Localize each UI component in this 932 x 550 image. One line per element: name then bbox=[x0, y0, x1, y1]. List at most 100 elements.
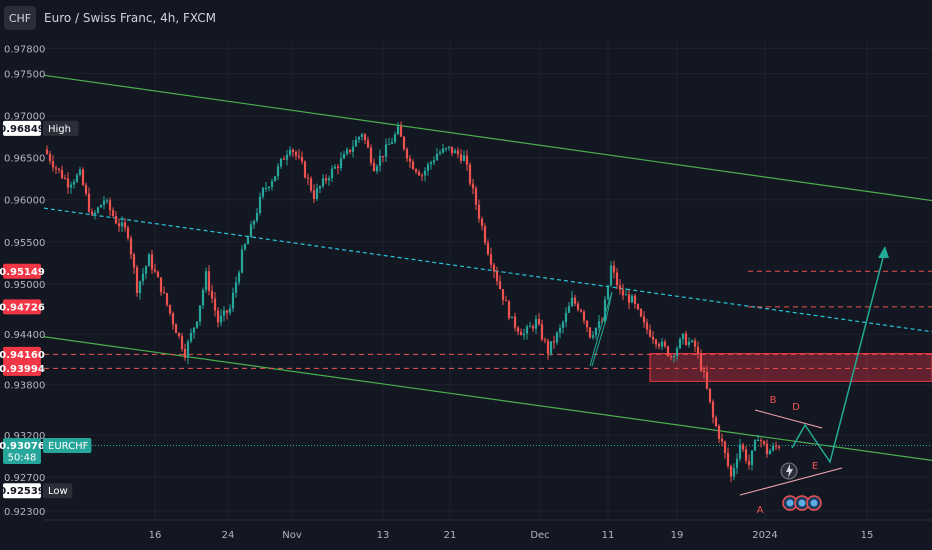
candle-body bbox=[423, 170, 427, 176]
candle-body bbox=[564, 312, 568, 323]
candle-body bbox=[426, 164, 430, 171]
candle-body bbox=[669, 355, 673, 357]
candle-body bbox=[117, 223, 121, 227]
candle-body bbox=[147, 254, 151, 267]
candle-body bbox=[558, 327, 562, 333]
price-marker-low: 0.92539 Low bbox=[0, 483, 73, 499]
price-marker-box bbox=[3, 483, 41, 499]
y-tick-label: 0.92700 bbox=[4, 473, 45, 484]
candle-body bbox=[546, 340, 550, 354]
candle-body bbox=[87, 193, 91, 212]
candle-body bbox=[501, 289, 505, 301]
candle-body bbox=[99, 204, 103, 208]
upper-trendline bbox=[43, 74, 932, 202]
candle-body bbox=[657, 344, 661, 347]
candle-body bbox=[219, 315, 223, 323]
candle-body bbox=[192, 327, 196, 333]
mid-channel-line bbox=[43, 207, 932, 333]
candle-body bbox=[348, 149, 352, 152]
candle-body bbox=[663, 341, 667, 347]
candle-body bbox=[603, 299, 607, 322]
price-marker-red: 0.94726 bbox=[0, 299, 45, 315]
candle-body bbox=[84, 184, 88, 194]
candle-body bbox=[351, 146, 355, 152]
candle-body bbox=[381, 155, 385, 157]
candle-body bbox=[273, 176, 277, 182]
candle-body bbox=[177, 333, 181, 336]
candle-body bbox=[288, 149, 292, 155]
candle-body bbox=[759, 440, 763, 442]
candle-body bbox=[768, 450, 772, 455]
price-marker-value: 0.96849 bbox=[0, 124, 45, 135]
candle-body bbox=[612, 265, 616, 273]
candle-body bbox=[270, 181, 274, 188]
chart-title: Euro / Swiss Franc, 4h, FXCM bbox=[44, 11, 216, 25]
candle-body bbox=[585, 320, 589, 328]
candles bbox=[45, 121, 781, 483]
candle-body bbox=[753, 440, 757, 451]
candle-body bbox=[387, 143, 391, 145]
candle-body bbox=[495, 271, 499, 282]
triangle-lower-line bbox=[739, 467, 843, 496]
symbol-badge[interactable]: CHF bbox=[4, 6, 36, 30]
lower-trendline bbox=[43, 336, 932, 461]
candle-body bbox=[297, 155, 301, 157]
candle-body bbox=[624, 294, 628, 296]
candle-body bbox=[399, 126, 403, 137]
candle-body bbox=[453, 150, 457, 154]
candle-body bbox=[600, 321, 604, 323]
candle-body bbox=[405, 148, 409, 159]
candle-body bbox=[543, 339, 547, 341]
candle-body bbox=[153, 269, 157, 272]
candle-body bbox=[264, 187, 268, 189]
y-tick-label: 0.92300 bbox=[4, 507, 45, 518]
candle-body bbox=[591, 335, 595, 338]
candle-body bbox=[258, 196, 262, 213]
candle-body bbox=[366, 140, 370, 148]
candle-body bbox=[309, 178, 313, 191]
candle-body bbox=[306, 177, 310, 179]
candle-body bbox=[477, 204, 481, 219]
event-flag-center bbox=[798, 499, 806, 507]
candle-body bbox=[621, 289, 625, 296]
candle-body bbox=[45, 149, 49, 155]
x-tick-label: Dec bbox=[530, 530, 549, 541]
candle-body bbox=[639, 309, 643, 317]
candle-body bbox=[141, 273, 145, 282]
time-axis[interactable]: 16 24 Nov 13 21 Dec 11 19 2024 15 bbox=[0, 519, 932, 550]
candle-body bbox=[594, 327, 598, 336]
price-marker-value: 0.93076 bbox=[0, 441, 45, 452]
candle-body bbox=[597, 321, 601, 328]
candle-body bbox=[765, 443, 769, 455]
price-marker-red: 0.95149 bbox=[0, 263, 45, 279]
candle-body bbox=[540, 324, 544, 340]
price-marker-box bbox=[3, 299, 41, 315]
candle-body bbox=[531, 326, 535, 329]
candle-body bbox=[570, 297, 574, 307]
candle-body bbox=[750, 450, 754, 465]
candle-body bbox=[372, 162, 376, 172]
candle-body bbox=[726, 452, 730, 466]
price-marker-label-box bbox=[43, 120, 79, 136]
candle-body bbox=[159, 277, 163, 293]
candle-body bbox=[333, 166, 337, 169]
candle-body bbox=[678, 338, 682, 349]
candle-body bbox=[744, 449, 748, 461]
candle-body bbox=[48, 154, 52, 162]
candle-body bbox=[702, 370, 706, 372]
candle-body bbox=[204, 271, 208, 291]
candle-body bbox=[666, 346, 670, 356]
price-markers: 0.96849 High 0.95149 0.94726 0.94160 0.93994 0… bbox=[0, 120, 92, 499]
candle-body bbox=[762, 441, 766, 444]
candle-body bbox=[138, 281, 142, 293]
candle-body bbox=[582, 311, 586, 321]
candle-body bbox=[519, 331, 523, 336]
candle-body bbox=[429, 162, 433, 165]
candle-body bbox=[279, 158, 283, 167]
candle-body bbox=[129, 238, 133, 255]
candle-body bbox=[690, 340, 694, 342]
candle-body bbox=[510, 316, 514, 319]
price-marker-countdown: 50:48 bbox=[8, 453, 37, 464]
price-marker-high: 0.96849 High bbox=[0, 120, 79, 136]
